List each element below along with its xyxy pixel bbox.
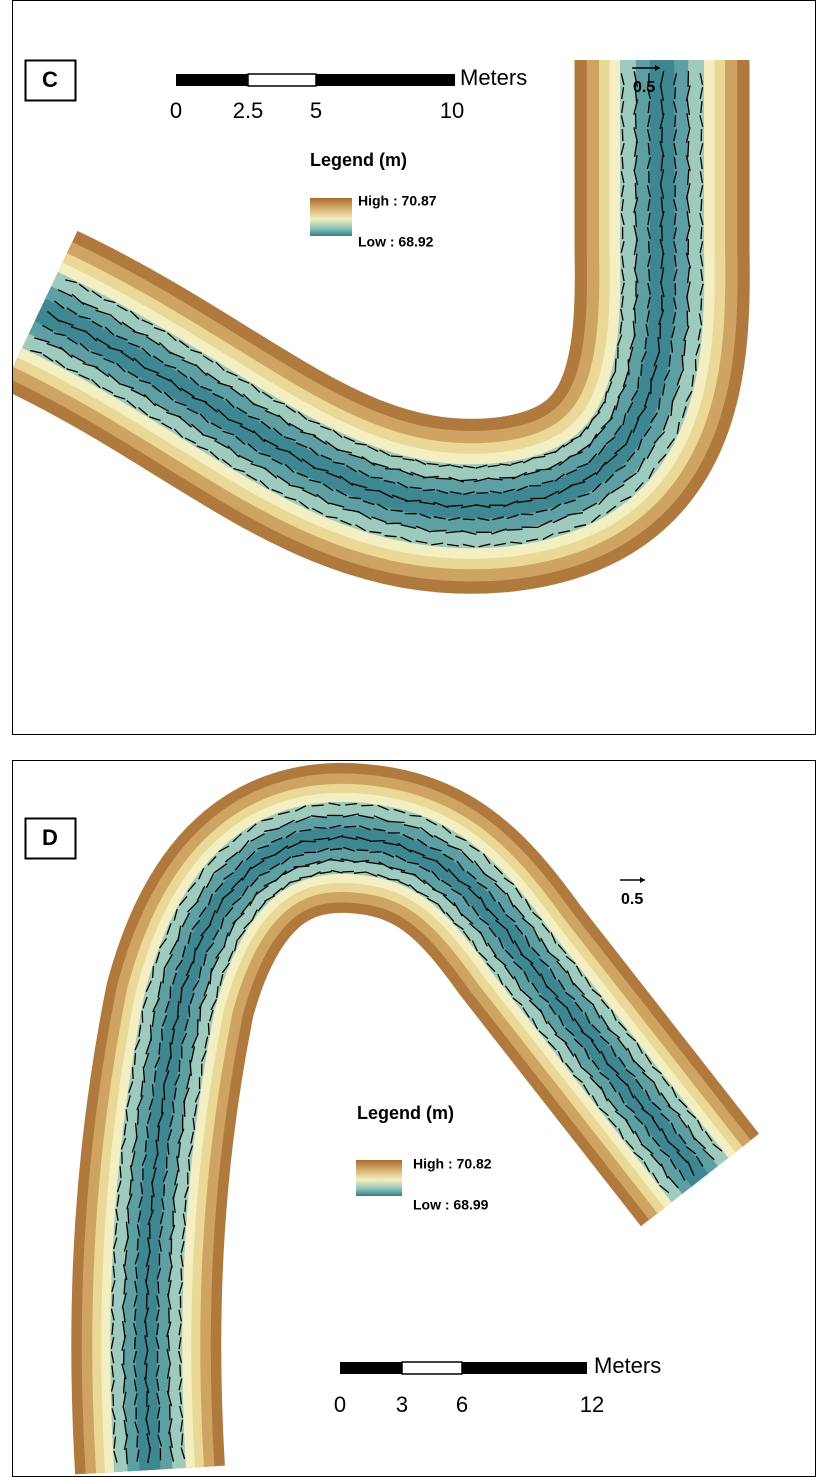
panel-label: C — [42, 67, 58, 92]
scale-bar-tick: 12 — [580, 1392, 604, 1417]
flow-vector — [180, 1365, 181, 1377]
flow-vector — [361, 805, 373, 806]
flow-vector — [622, 129, 623, 141]
legend-high: High : 70.82 — [413, 1156, 492, 1172]
scale-bar-unit: Meters — [594, 1353, 661, 1378]
flow-vector — [615, 359, 616, 371]
flow-vector — [133, 1067, 134, 1079]
vector-scale-label: 0.5 — [621, 891, 643, 908]
flow-vector — [436, 478, 452, 479]
flow-vector — [695, 359, 696, 371]
scale-bar-segment — [402, 1362, 462, 1374]
legend-low: Low : 68.99 — [413, 1197, 489, 1213]
flow-vector — [158, 1281, 159, 1293]
flow-vector — [423, 490, 435, 491]
scale-bar-tick: 10 — [440, 98, 464, 123]
flow-vector — [164, 1184, 165, 1196]
flow-vector — [649, 269, 650, 281]
flow-vector — [137, 1239, 138, 1251]
scale-bar-tick: 3 — [396, 1392, 408, 1417]
flow-vector — [635, 308, 636, 324]
vector-scale-arrowhead — [640, 877, 645, 883]
vector-scale-label: 0.5 — [633, 79, 655, 96]
flow-vector — [135, 1337, 136, 1349]
flow-vector — [153, 966, 154, 978]
flow-vector — [182, 1434, 183, 1446]
flow-vector — [128, 1208, 129, 1224]
flow-vector — [356, 850, 368, 851]
flow-vector — [688, 141, 689, 157]
flow-vector — [622, 157, 623, 169]
flow-vector — [701, 199, 702, 211]
flow-vector — [162, 1098, 163, 1114]
legend-ramp — [310, 198, 352, 236]
flow-vector — [649, 241, 650, 253]
scale-bar-tick: 6 — [456, 1392, 468, 1417]
page: C Meters 0 2.5 5 10 Legend (m) High : 70.87 Low … — [0, 0, 816, 1477]
scale-bar-segment — [176, 74, 248, 86]
river-map — [30, 60, 703, 547]
legend-ramp — [356, 1160, 402, 1196]
flow-vector — [151, 1025, 152, 1041]
flow-vector — [701, 298, 702, 310]
flow-vector — [181, 1268, 182, 1280]
flow-vector — [342, 871, 354, 872]
flow-vector — [662, 225, 663, 241]
flow-vector — [138, 1109, 139, 1125]
scale-bar-segment — [462, 1362, 587, 1374]
flow-vector — [506, 529, 522, 530]
legend-title: Legend (m) — [357, 1103, 454, 1123]
flow-vector — [391, 456, 403, 457]
scale-bar-tick: 2.5 — [233, 98, 264, 123]
flow-vector — [675, 115, 676, 127]
panel-label: D — [42, 825, 58, 850]
flow-vector — [638, 377, 639, 389]
flow-vector — [701, 227, 702, 239]
flow-vector — [142, 1011, 143, 1023]
scale-bar-tick: 0 — [334, 1392, 346, 1417]
flow-vector — [344, 826, 356, 827]
flow-vector — [137, 1436, 138, 1448]
flow-vector — [635, 113, 636, 129]
flow-vector — [369, 841, 385, 842]
flow-vector — [113, 1294, 114, 1306]
legend-high: High : 70.87 — [358, 193, 437, 209]
flow-vector — [370, 852, 382, 853]
flow-vector — [135, 1053, 136, 1065]
scale-bar-unit: Meters — [460, 65, 527, 90]
flow-vector — [151, 1195, 152, 1211]
flow-vector — [405, 500, 421, 501]
flow-vector — [184, 1101, 185, 1117]
legend-title: Legend (m) — [310, 150, 407, 170]
flow-vector — [463, 519, 475, 520]
scale-bar-segment — [340, 1362, 402, 1374]
flow-vector — [145, 1140, 146, 1152]
flow-vector — [687, 311, 688, 327]
scale-bar-segment — [316, 74, 455, 86]
scale-bar-segment — [248, 74, 316, 86]
scale-bar-tick: 0 — [170, 98, 182, 123]
legend-low: Low : 68.92 — [358, 234, 434, 250]
flow-vector — [208, 1023, 209, 1035]
figure: C Meters 0 2.5 5 10 Legend (m) High : 70.87 Low … — [0, 0, 816, 1477]
flow-vector — [635, 183, 636, 199]
scale-bar-tick: 5 — [310, 98, 322, 123]
flow-vector — [189, 1005, 190, 1017]
flow-vector — [675, 87, 676, 99]
